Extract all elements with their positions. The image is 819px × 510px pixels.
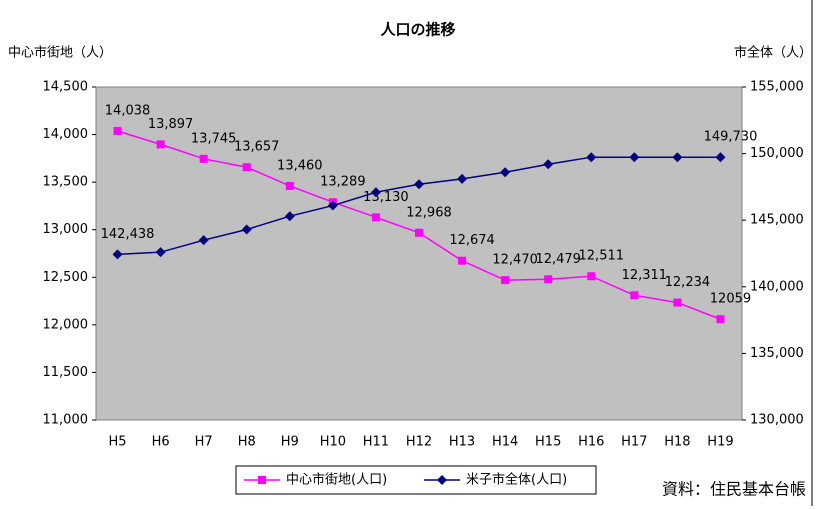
data-point [327, 200, 338, 211]
data-label: 13,460 [277, 158, 323, 173]
data-point [156, 140, 165, 149]
data-label: 14,038 [105, 103, 151, 118]
data-point [113, 126, 122, 135]
legend-marker [437, 475, 447, 485]
data-point [371, 213, 380, 222]
x-tick-label: H9 [281, 435, 299, 450]
x-tick-label: H10 [320, 435, 346, 450]
y2-tick-label: 130,000 [750, 413, 804, 428]
data-label: 149,730 [704, 130, 758, 145]
x-tick-label: H15 [535, 435, 561, 450]
data-point [370, 187, 381, 198]
x-tick-label: H16 [578, 435, 604, 450]
data-point [672, 152, 683, 163]
x-tick-label: H18 [664, 435, 690, 450]
legend-label: 中心市街地(人口) [286, 472, 387, 488]
data-label: 12,511 [579, 249, 625, 264]
data-point [673, 298, 682, 307]
data-label: 12059 [710, 292, 751, 307]
data-label: 13,745 [191, 131, 237, 146]
y-tick-label: 12,500 [43, 270, 89, 285]
y-tick-label: 14,000 [43, 127, 89, 142]
data-point [587, 272, 596, 281]
data-label: 12,479 [535, 252, 581, 267]
data-label: 142,438 [101, 227, 155, 242]
data-label: 12,968 [406, 205, 452, 220]
y-tick-label: 12,000 [43, 317, 89, 332]
data-label: 12,234 [665, 275, 711, 290]
data-point [457, 173, 468, 184]
x-tick-label: H11 [363, 435, 389, 450]
data-point [112, 249, 123, 260]
data-point [198, 235, 209, 246]
x-tick-label: H6 [152, 435, 170, 450]
legend-box [235, 465, 597, 495]
y-tick-label: 13,500 [43, 175, 89, 190]
x-tick-label: H7 [195, 435, 213, 450]
data-point [458, 256, 467, 265]
data-point [242, 163, 251, 172]
legend-label: 米子市全体(人口) [466, 472, 567, 488]
data-point [586, 152, 597, 163]
data-point [544, 275, 553, 284]
data-point [501, 276, 510, 285]
data-label: 13,657 [234, 140, 280, 155]
y-tick-label: 11,500 [43, 365, 89, 380]
data-label: 13,130 [363, 190, 409, 205]
data-point [241, 224, 252, 235]
y2-axis-label: 市全体（人） [734, 45, 812, 61]
y2-tick-label: 145,000 [750, 213, 804, 228]
y-tick-label: 13,000 [43, 222, 89, 237]
data-label: 13,897 [148, 117, 194, 132]
data-point [285, 181, 294, 190]
x-tick-label: H12 [406, 435, 432, 450]
x-tick-label: H8 [238, 435, 256, 450]
source-note: 資料：住民基本台帳 [662, 480, 806, 499]
data-point [414, 179, 424, 190]
y2-tick-label: 155,000 [750, 80, 804, 95]
data-label: 12,311 [622, 268, 668, 283]
data-point [630, 291, 639, 300]
data-point [715, 152, 726, 163]
legend-marker [258, 476, 266, 484]
chart-title: 人口の推移 [380, 21, 455, 39]
x-tick-label: H17 [621, 435, 647, 450]
y-tick-label: 14,500 [43, 80, 89, 95]
data-point [500, 167, 511, 178]
data-label: 13,289 [320, 175, 366, 190]
data-label: 12,470 [492, 253, 538, 268]
data-point [415, 228, 423, 237]
y2-tick-label: 135,000 [750, 346, 804, 361]
data-point [629, 152, 640, 163]
data-point [716, 315, 725, 324]
y2-tick-label: 150,000 [750, 146, 804, 161]
data-point [284, 211, 295, 222]
data-point [199, 154, 208, 163]
x-tick-label: H13 [449, 435, 475, 450]
x-tick-label: H5 [109, 435, 127, 450]
data-point [543, 159, 554, 170]
x-tick-label: H14 [492, 435, 518, 450]
y-tick-label: 11,000 [43, 413, 89, 428]
y-axis-label: 中心市街地（人） [8, 45, 112, 61]
plot-area [95, 86, 743, 421]
data-label: 12,674 [449, 233, 495, 248]
x-tick-label: H19 [707, 435, 733, 450]
y2-tick-label: 140,000 [750, 279, 804, 294]
data-point [155, 247, 166, 258]
